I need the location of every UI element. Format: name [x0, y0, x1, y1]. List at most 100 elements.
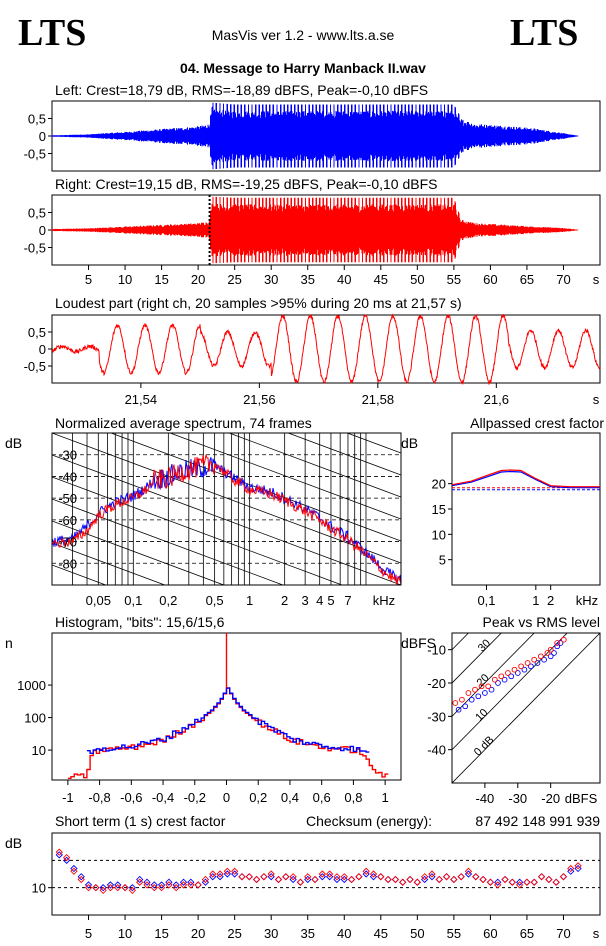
peak-rms-point — [521, 666, 528, 673]
short-crest-point — [377, 873, 385, 881]
short-crest-point — [494, 878, 502, 886]
spectrum-title: Normalized average spectrum, 74 frames — [55, 415, 312, 431]
peak-rms-ylabel: dBFS — [401, 635, 436, 651]
short-crest-point — [252, 875, 261, 884]
spectrum-slope-line — [52, 542, 166, 585]
loudest-xtick-label: 21,54 — [125, 392, 158, 407]
histogram-xtick-label: -0,2 — [184, 790, 206, 805]
short-crest-point — [362, 867, 370, 875]
spectrum-xtick-label: 5 — [327, 593, 334, 608]
time-xtick-label: 50 — [410, 272, 424, 287]
peak-rms-point — [547, 653, 554, 660]
short-crest-point — [464, 867, 473, 875]
short-crest-point — [399, 878, 407, 886]
short-crest-ytick-label: 10 — [32, 881, 46, 896]
short-crest-xtick-label: 25 — [227, 926, 241, 941]
peak-rms-point — [465, 690, 472, 696]
short-crest-point — [128, 886, 137, 895]
short-crest-point — [464, 870, 473, 878]
short-crest-point — [114, 881, 122, 889]
short-crest-point — [318, 873, 326, 881]
short-crest-point — [62, 853, 71, 862]
histogram-xtick-label: -0,4 — [152, 790, 174, 805]
short-crest-point — [187, 878, 195, 886]
short-crest-point — [494, 881, 502, 889]
peak-rms-point — [531, 656, 538, 663]
loudest-ytick-label: 0 — [39, 342, 46, 357]
short-crest-point — [282, 873, 290, 881]
short-crest-point — [552, 878, 560, 886]
short-crest-point — [537, 873, 546, 881]
peak-rms-point — [528, 663, 534, 670]
short-crest-point — [179, 881, 188, 889]
spectrum-xtick-label: 0,2 — [159, 593, 177, 608]
short-crest-point — [304, 875, 312, 884]
short-crest-point — [369, 870, 378, 878]
time-xunit-label: s — [593, 272, 600, 287]
peak-rms-point — [508, 673, 515, 680]
short-crest-point — [121, 884, 129, 892]
spectrum-xtick-label: 4 — [316, 593, 323, 608]
short-crest-point — [318, 870, 326, 878]
short-crest-point — [479, 875, 487, 884]
spectrum-xtick-label: 3 — [302, 593, 309, 608]
loudest-ytick-label: -0,5 — [24, 359, 46, 374]
short-crest-xtick-label: 35 — [300, 926, 314, 941]
short-crest-point — [567, 867, 575, 875]
peak-rms-ytick-label: -30 — [427, 709, 446, 724]
short-crest-point — [55, 848, 63, 856]
crest-xtick-label: 2 — [547, 593, 554, 608]
peak-rms-xtick-label: -30 — [508, 791, 527, 806]
short-crest-point — [450, 875, 458, 884]
waveform-ytick-label-right: 0 — [39, 223, 46, 238]
crest-xtick-label: 1 — [532, 593, 539, 608]
spectrum-slope-line — [52, 520, 225, 585]
peak-rms-point — [560, 636, 567, 643]
short-crest-point — [523, 878, 531, 886]
short-crest-point — [267, 870, 275, 878]
short-crest-point — [472, 873, 480, 881]
short-crest-xtick-label: 50 — [410, 926, 424, 941]
short-crest-point — [187, 881, 195, 889]
spectrum-series-1 — [52, 454, 401, 585]
crest-xtick-label: 0,1 — [477, 593, 495, 608]
histogram-xtick-label: -0,6 — [120, 790, 142, 805]
histogram-title: Histogram, "bits": 15,6/15,6 — [55, 614, 225, 630]
short-crest-point — [289, 875, 297, 884]
right-channel-title: Right: Crest=19,15 dB, RMS=-19,25 dBFS, … — [55, 176, 437, 192]
short-crest-point — [406, 875, 414, 884]
peak-rms-point — [478, 683, 485, 690]
short-crest-point — [413, 878, 421, 886]
histogram-xtick-label: -0,8 — [88, 790, 110, 805]
short-crest-point — [340, 875, 348, 884]
peak-rms-point — [537, 653, 544, 660]
spectrum-slope-line — [287, 433, 401, 476]
chart-marks: 0,50-0,50,50-0,55 10 15 20 25 30 35 40 45 50 55 60 6… — [17, 100, 601, 941]
short-crest-xunit-label: s — [593, 926, 600, 941]
short-crest-point — [172, 884, 180, 892]
allpassed-crest-title: Allpassed crest factor — [470, 415, 604, 431]
waveform-ytick-label-left: 0,5 — [28, 112, 46, 127]
spectrum-slope-line — [228, 433, 401, 498]
peak-rms-point — [541, 656, 547, 663]
histogram-series-1 — [86, 687, 370, 754]
short-crest-point — [150, 881, 158, 889]
spectrum-slope-line — [109, 433, 401, 542]
short-crest-point — [574, 864, 582, 873]
peak-rms-point — [544, 650, 551, 656]
waveform-ytick-label-left: 0 — [39, 129, 46, 144]
checksum-value: 87 492 148 991 939 — [475, 813, 600, 829]
crest-series-0 — [451, 470, 600, 489]
short-crest-point — [99, 884, 107, 892]
histogram-xtick-label: 0 — [223, 790, 230, 805]
peak-rms-xtick-label: -40 — [475, 791, 494, 806]
spectrum-ytick-label: -40 — [58, 469, 77, 484]
spectrum-frame — [51, 432, 402, 586]
short-crest-xtick-label: 10 — [118, 926, 132, 941]
spectrum-slope-line — [52, 454, 401, 585]
time-xtick-label: 45 — [374, 272, 388, 287]
peak-rms-point — [462, 703, 469, 710]
short-crest-point — [201, 878, 210, 886]
short-crest-point — [574, 862, 582, 870]
